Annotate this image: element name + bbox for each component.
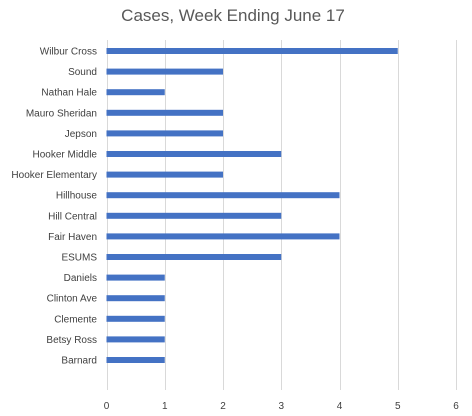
x-tick-label: 3	[278, 401, 284, 412]
category-label: Hill Central	[48, 211, 97, 222]
x-tick-label: 0	[104, 401, 110, 412]
bar	[106, 109, 223, 116]
category-label: ESUMS	[61, 253, 97, 264]
x-tick-label: 4	[337, 401, 343, 412]
bar	[106, 274, 165, 281]
bar	[106, 357, 165, 363]
category-label: Fair Haven	[48, 232, 97, 243]
x-tick-label: 2	[220, 401, 226, 412]
category-label: Clemente	[54, 314, 97, 325]
bar	[106, 68, 223, 75]
bar	[106, 315, 165, 322]
bar	[106, 295, 165, 302]
bars	[106, 48, 398, 363]
category-label: Clinton Ave	[47, 294, 98, 305]
bar	[106, 336, 165, 343]
bar	[106, 130, 223, 137]
category-label: Jepson	[65, 129, 97, 140]
bar	[106, 151, 282, 157]
x-axis-tick-labels: 0 1 2 3 4 5 6	[104, 401, 460, 412]
bar	[106, 254, 282, 260]
category-label: Nathan Hale	[41, 88, 97, 99]
category-label: Barnard	[61, 356, 97, 367]
category-label: Sound	[68, 67, 97, 78]
category-label: Daniels	[64, 273, 97, 284]
bar	[106, 192, 340, 199]
category-label: Hooker Middle	[33, 150, 98, 161]
category-label: Hooker Elementary	[11, 170, 97, 181]
x-tick-label: 6	[453, 401, 459, 412]
bar	[106, 48, 398, 54]
bar	[106, 212, 282, 219]
bar	[106, 171, 223, 178]
category-label: Mauro Sheridan	[26, 108, 97, 119]
category-label: Betsy Ross	[46, 335, 97, 346]
chart-title: Cases, Week Ending June 17	[121, 6, 345, 25]
x-tick-label: 1	[162, 401, 168, 412]
bar	[106, 233, 340, 240]
category-label: Wilbur Cross	[40, 47, 97, 58]
x-tick-label: 5	[395, 401, 401, 412]
category-labels: Wilbur Cross Sound Nathan Hale Mauro Sherid…	[11, 47, 97, 367]
category-label: Hillhouse	[56, 191, 98, 202]
bar	[106, 89, 165, 96]
